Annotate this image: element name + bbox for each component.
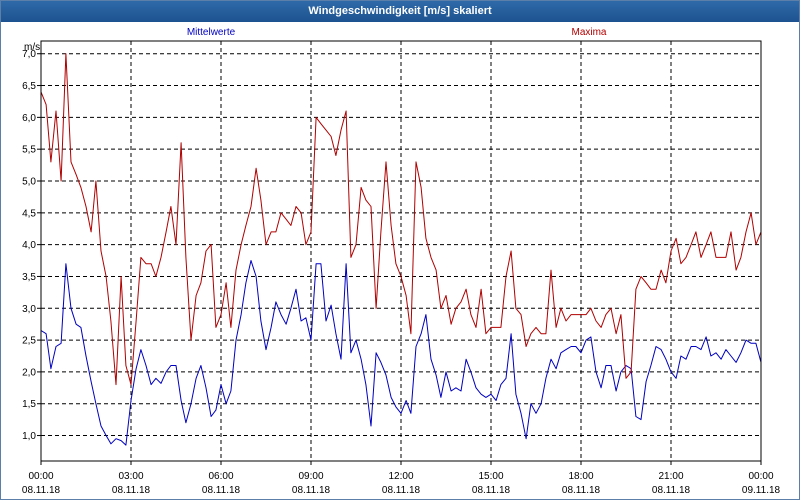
x-tick-date-label: 08.11.18 (202, 485, 241, 496)
y-tick-label: 3,5 (22, 272, 36, 283)
axes: 1,0 1,5 2,0 2,5 3,0 3,5 4,0 4,5 5,0 5,5 6,0 6,5 7,0 0… (22, 49, 781, 496)
y-tick-label: 3,0 (22, 304, 36, 315)
x-tick-date-label: 08.11.18 (292, 485, 331, 496)
y-tick-label: 7,0 (22, 49, 36, 60)
series-lines (40, 53, 762, 446)
y-tick-label: 5,5 (22, 145, 36, 156)
x-tick-date-label: 08.11.18 (22, 485, 61, 496)
x-tick-date-label: 08.11.18 (382, 485, 421, 496)
y-tick-label: 2,0 (22, 367, 36, 378)
window-title: Windgeschwindigkeit [m/s] skaliert (1, 1, 799, 22)
legend-entry-mittelwerte: Mittelwerte (187, 27, 236, 38)
y-tick-label: 5,0 (22, 177, 36, 188)
x-tick-time-label: 00:00 (748, 471, 773, 482)
y-axis-unit-label: m/s (24, 42, 40, 53)
grid (41, 41, 761, 461)
x-tick-date-label: 08.11.18 (652, 485, 691, 496)
legend-entry-maxima: Maxima (571, 27, 606, 38)
x-tick-time-label: 21:00 (658, 471, 683, 482)
x-tick-date-label: 08.11.18 (112, 485, 151, 496)
y-tick-label: 6,5 (22, 81, 36, 92)
x-tick-date-label: 08.11.18 (472, 485, 511, 496)
x-tick-time-label: 03:00 (118, 471, 143, 482)
series-line-maxima (40, 53, 762, 386)
y-tick-label: 4,5 (22, 208, 36, 219)
x-tick-time-label: 06:00 (208, 471, 233, 482)
x-tick-time-label: 09:00 (298, 471, 323, 482)
y-tick-label: 1,0 (22, 431, 36, 442)
y-tick-label: 2,5 (22, 336, 36, 347)
x-tick-date-label: 09.11.18 (742, 485, 781, 496)
x-tick-time-label: 18:00 (568, 471, 593, 482)
x-tick-date-label: 08.11.18 (562, 485, 601, 496)
series-line-mittelwerte (40, 260, 762, 446)
y-tick-label: 6,0 (22, 113, 36, 124)
y-tick-label: 1,5 (22, 399, 36, 410)
x-tick-time-label: 00:00 (28, 471, 53, 482)
y-tick-label: 4,0 (22, 240, 36, 251)
x-tick-time-label: 15:00 (478, 471, 503, 482)
x-tick-time-label: 12:00 (388, 471, 413, 482)
